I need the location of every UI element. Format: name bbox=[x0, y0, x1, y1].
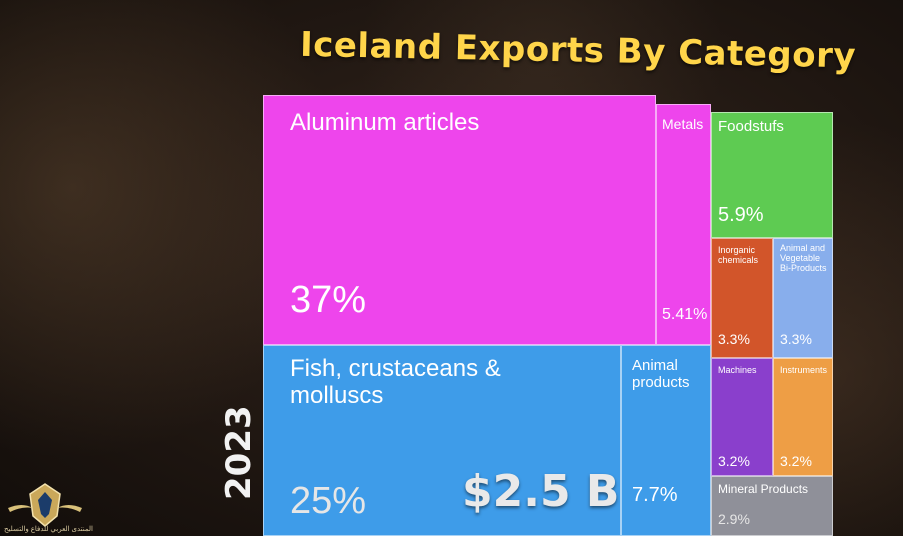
tile-label-inorganic: Inorganic chemicals bbox=[718, 245, 759, 266]
tile-value-machines: 3.2% bbox=[718, 453, 750, 469]
tile-value-foodstuffs: 5.9% bbox=[718, 204, 764, 226]
year-label: 2023 bbox=[219, 405, 259, 500]
treemap-tile-instruments: Instruments 3.2% bbox=[773, 358, 833, 476]
tile-label-metals: Metals bbox=[662, 116, 704, 132]
tile-label-animal-products: Animal products bbox=[632, 357, 690, 391]
tile-label-fish: Fish, crustaceans & molluscs bbox=[290, 355, 501, 409]
treemap-tile-foodstuffs: Foodstufs 5.9% bbox=[711, 112, 833, 238]
tile-label-foodstuffs: Foodstufs bbox=[718, 118, 784, 135]
tile-value-animal-products: 7.7% bbox=[632, 484, 678, 506]
tile-value-aluminum: 37% bbox=[290, 279, 367, 321]
tile-value-fish: 25% bbox=[290, 480, 367, 522]
forum-logo-icon bbox=[8, 483, 82, 527]
treemap-tile-fish: Fish, crustaceans & molluscs 25% bbox=[263, 345, 621, 536]
tile-value-inorganic: 3.3% bbox=[718, 331, 750, 347]
treemap-tile-mineral: Mineral Products 2.9% bbox=[711, 476, 833, 536]
treemap-tile-machines: Machines 3.2% bbox=[711, 358, 773, 476]
treemap-tile-animal-veg: Animal and Vegetable Bi-Products 3.3% bbox=[773, 238, 833, 358]
tile-value-animal-veg: 3.3% bbox=[780, 331, 812, 347]
treemap-tile-animal-products: Animal products 7.7% bbox=[621, 345, 711, 536]
tile-label-machines: Machines bbox=[718, 365, 757, 375]
tile-label-mineral: Mineral Products bbox=[718, 482, 809, 496]
tile-value-metals: 5.41% bbox=[662, 306, 708, 323]
tile-label-animal-veg: Animal and Vegetable Bi-Products bbox=[780, 243, 827, 274]
treemap-tile-inorganic: Inorganic chemicals 3.3% bbox=[711, 238, 773, 358]
tile-label-instruments: Instruments bbox=[780, 365, 828, 375]
forum-logo-text: المنتدى العربي للدفاع والتسليح bbox=[4, 526, 93, 533]
total-value-label: $2.5 B bbox=[462, 466, 620, 517]
tile-value-mineral: 2.9% bbox=[718, 511, 750, 527]
treemap-tile-aluminum: Aluminum articles 37% bbox=[263, 95, 656, 345]
treemap-tile-metals: Metals 5.41% bbox=[656, 104, 711, 345]
tile-value-instruments: 3.2% bbox=[780, 453, 812, 469]
tile-label-aluminum: Aluminum articles bbox=[290, 109, 480, 136]
